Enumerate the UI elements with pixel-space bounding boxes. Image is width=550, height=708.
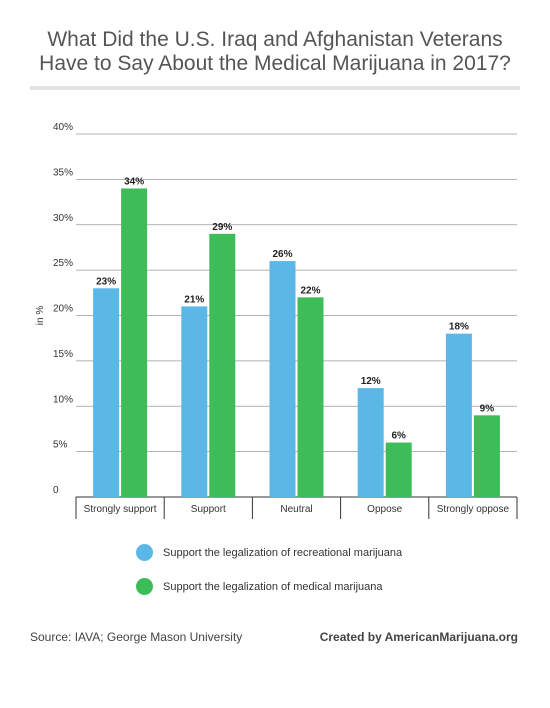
- legend-item-medical: Support the legalization of medical mari…: [136, 578, 383, 595]
- legend-swatch-medical: [136, 578, 153, 595]
- data-label: 12%: [361, 376, 381, 387]
- legend-label-recreational: Support the legalization of recreational…: [163, 546, 403, 559]
- legend-label-medical: Support the legalization of medical mari…: [163, 580, 383, 593]
- bar: [445, 333, 472, 497]
- data-label: 26%: [272, 249, 292, 260]
- y-tick-label: 35%: [53, 167, 73, 178]
- data-label: 9%: [480, 403, 495, 414]
- x-tick-label: Strongly oppose: [437, 504, 510, 515]
- y-tick-label: 10%: [53, 394, 73, 405]
- data-label: 29%: [212, 222, 232, 233]
- credit-text: Created by AmericanMarijuana.org: [319, 630, 518, 644]
- data-label: 22%: [300, 285, 320, 296]
- legend-swatch-recreational: [136, 544, 153, 561]
- bar: [209, 233, 236, 497]
- x-tick-label: Oppose: [367, 504, 402, 515]
- legend-item-recreational: Support the legalization of recreational…: [136, 544, 402, 561]
- title-divider: [30, 86, 520, 90]
- data-label: 6%: [391, 431, 406, 442]
- y-tick-label: 15%: [53, 349, 73, 360]
- y-axis-title: in %: [35, 306, 46, 326]
- x-tick-label: Support: [191, 504, 226, 515]
- bar: [357, 388, 384, 497]
- y-tick-label: 30%: [53, 213, 73, 224]
- bar: [181, 306, 208, 497]
- chart-title-line1: What Did the U.S. Iraq and Afghanistan V…: [47, 28, 503, 51]
- y-tick-label: 20%: [53, 304, 73, 315]
- data-label: 34%: [124, 176, 144, 187]
- y-tick-label: 5%: [53, 440, 68, 451]
- bar: [297, 297, 324, 497]
- x-tick-label: Neutral: [280, 504, 312, 515]
- bar: [385, 442, 412, 497]
- x-tick-label: Strongly support: [84, 504, 157, 515]
- data-label: 18%: [449, 322, 469, 333]
- bar: [93, 288, 120, 497]
- bar: [473, 415, 500, 497]
- data-label: 23%: [96, 276, 116, 287]
- bar: [121, 188, 148, 497]
- bar: [269, 261, 296, 497]
- data-label: 21%: [184, 294, 204, 305]
- chart-title-line2: Have to Say About the Medical Marijuana …: [39, 52, 511, 75]
- chart-title: What Did the U.S. Iraq and Afghanistan V…: [20, 28, 530, 76]
- y-tick-label: 25%: [53, 258, 73, 269]
- source-text: Source: IAVA; George Mason University: [30, 630, 243, 644]
- y-tick-label: 0: [53, 485, 59, 496]
- y-tick-label: 40%: [53, 122, 73, 133]
